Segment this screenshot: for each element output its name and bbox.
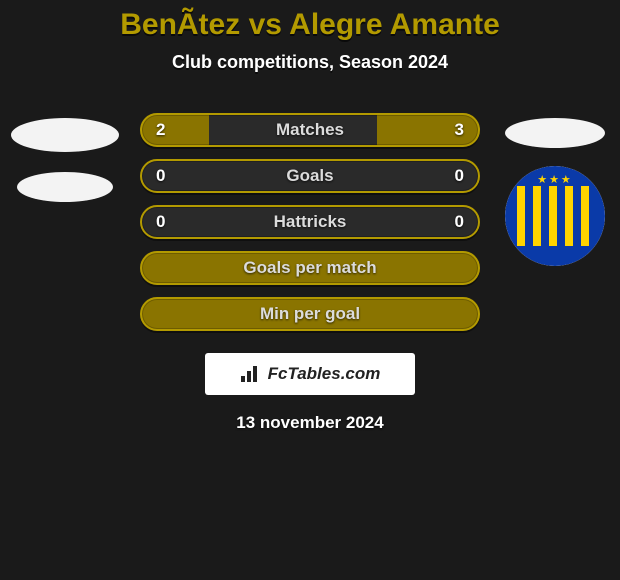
stat-right-value: 0 <box>441 161 478 191</box>
stat-right-value: 3 <box>441 115 478 145</box>
right-avatars: ★★★ <box>490 118 620 274</box>
stat-row: 0 Goals 0 <box>140 159 480 193</box>
stat-row: 2 Matches 3 <box>140 113 480 147</box>
badge-stars-icon: ★★★ <box>505 173 605 186</box>
stat-left-value: 0 <box>142 207 179 237</box>
stat-right-value <box>450 253 478 283</box>
stat-right-value <box>450 299 478 329</box>
stat-left-value <box>142 253 170 283</box>
brand-text: FcTables.com <box>268 364 381 384</box>
team-logo-left <box>17 172 113 202</box>
stat-label: Min per goal <box>260 304 360 324</box>
stat-row: 0 Hattricks 0 <box>140 205 480 239</box>
stat-label: Goals <box>286 166 333 186</box>
stat-row: Goals per match <box>140 251 480 285</box>
stat-left-value: 0 <box>142 161 179 191</box>
subtitle: Club competitions, Season 2024 <box>0 52 620 73</box>
left-avatars <box>0 118 130 210</box>
date-text: 13 november 2024 <box>0 413 620 433</box>
brand-badge: FcTables.com <box>205 353 415 395</box>
team-logo-right: ★★★ <box>505 166 605 266</box>
stat-label: Goals per match <box>243 258 376 278</box>
stats-panel: 2 Matches 3 0 Goals 0 0 Hattricks 0 Goals per mat… <box>140 113 480 331</box>
page-title: BenÃ­tez vs Alegre Amante <box>0 0 620 42</box>
stat-label: Hattricks <box>274 212 347 232</box>
stat-label: Matches <box>276 120 344 140</box>
stat-left-value: 2 <box>142 115 179 145</box>
player-photo-left <box>11 118 119 152</box>
bars-icon <box>240 365 262 383</box>
stat-row: Min per goal <box>140 297 480 331</box>
stat-left-value <box>142 299 170 329</box>
stat-right-value: 0 <box>441 207 478 237</box>
player-photo-right <box>505 118 605 148</box>
